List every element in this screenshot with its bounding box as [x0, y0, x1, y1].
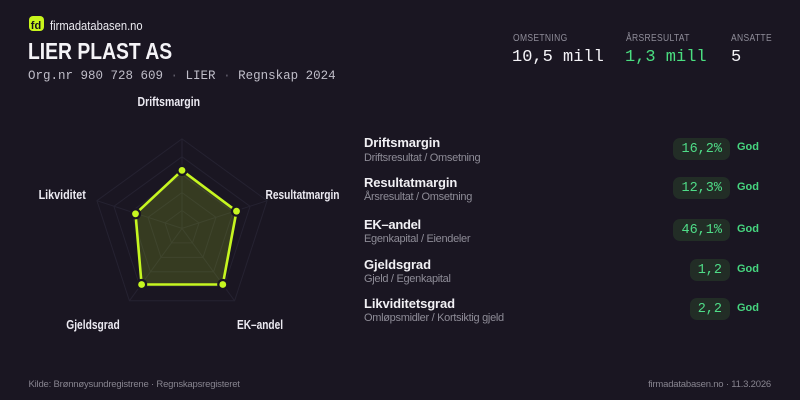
- svg-text:Driftsmargin: Driftsmargin: [138, 95, 201, 109]
- svg-text:Likviditet: Likviditet: [39, 188, 87, 202]
- svg-text:EK–andel: EK–andel: [237, 318, 283, 332]
- svg-text:Gjeldsgrad: Gjeldsgrad: [66, 318, 120, 332]
- svg-text:Resultatmargin: Resultatmargin: [266, 188, 340, 202]
